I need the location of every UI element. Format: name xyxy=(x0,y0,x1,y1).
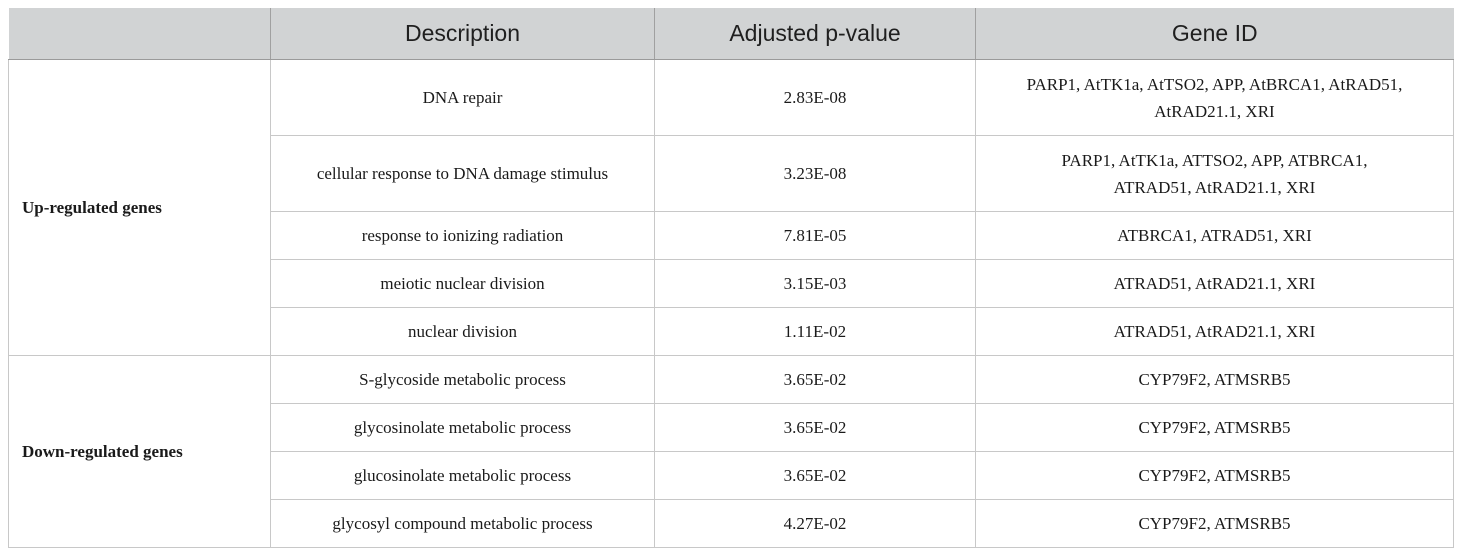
group-label-down-regulated: Down-regulated genes xyxy=(8,355,271,548)
description-cell: S-glycoside metabolic process xyxy=(270,355,655,404)
p-value-cell: 3.65E-02 xyxy=(654,451,976,500)
p-value-cell: 3.23E-08 xyxy=(654,135,976,212)
gene-id-line: PARP1, AtTK1a, AtTSO2, APP, AtBRCA1, AtR… xyxy=(1026,74,1403,94)
gene-id-cell: PARP1, AtTK1a, ATTSO2, APP, ATBRCA1, ATRA… xyxy=(975,135,1454,212)
gene-id-cell: CYP79F2, ATMSRB5 xyxy=(975,499,1454,548)
p-value-cell: 2.83E-08 xyxy=(654,59,976,136)
gene-id-cell: PARP1, AtTK1a, AtTSO2, APP, AtBRCA1, AtR… xyxy=(975,59,1454,136)
header-adjusted-p-value: Adjusted p-value xyxy=(654,8,976,60)
group-label-up-regulated: Up-regulated genes xyxy=(8,59,271,356)
gene-id-cell: CYP79F2, ATMSRB5 xyxy=(975,451,1454,500)
gene-id-line: ATRAD51, AtRAD21.1, XRI xyxy=(1113,177,1316,197)
header-description: Description xyxy=(270,8,655,60)
gene-id-line: PARP1, AtTK1a, ATTSO2, APP, ATBRCA1, xyxy=(1061,150,1368,170)
description-cell: nuclear division xyxy=(270,307,655,356)
table-row: nuclear division 1.11E-02 ATRAD51, AtRAD… xyxy=(9,307,1454,356)
table-row: Down-regulated genes S-glycoside metabol… xyxy=(8,355,1454,548)
go-enrichment-table: Description Adjusted p-value Gene ID Up-… xyxy=(8,8,1454,548)
description-cell: cellular response to DNA damage stimulus xyxy=(270,135,655,212)
header-group xyxy=(8,8,271,60)
gene-id-cell: CYP79F2, ATMSRB5 xyxy=(975,355,1454,404)
gene-id-cell: CYP79F2, ATMSRB5 xyxy=(975,403,1454,452)
header-gene-id: Gene ID xyxy=(975,8,1454,60)
table-row: glucosinolate metabolic process 3.65E-02… xyxy=(9,451,1454,500)
description-cell: response to ionizing radiation xyxy=(270,211,655,260)
description-cell: glycosinolate metabolic process xyxy=(270,403,655,452)
p-value-cell: 3.65E-02 xyxy=(654,403,976,452)
gene-id-cell: ATRAD51, AtRAD21.1, XRI xyxy=(975,307,1454,356)
table-header-row: Description Adjusted p-value Gene ID xyxy=(8,8,1454,60)
description-cell: meiotic nuclear division xyxy=(270,259,655,308)
table-row: response to ionizing radiation 7.81E-05 … xyxy=(9,211,1454,260)
table-row: glycosyl compound metabolic process 4.27… xyxy=(9,499,1454,548)
p-value-cell: 4.27E-02 xyxy=(654,499,976,548)
gene-id-cell: ATRAD51, AtRAD21.1, XRI xyxy=(975,259,1454,308)
description-cell: glycosyl compound metabolic process xyxy=(270,499,655,548)
table-row: Up-regulated genes DNA repair 2.83E-08 P… xyxy=(8,59,1454,356)
p-value-cell: 7.81E-05 xyxy=(654,211,976,260)
description-cell: DNA repair xyxy=(270,59,655,136)
p-value-cell: 3.65E-02 xyxy=(654,355,976,404)
p-value-cell: 3.15E-03 xyxy=(654,259,976,308)
gene-id-cell: ATBRCA1, ATRAD51, XRI xyxy=(975,211,1454,260)
p-value-cell: 1.11E-02 xyxy=(654,307,976,356)
gene-id-line: AtRAD21.1, XRI xyxy=(1154,101,1275,121)
table-row: cellular response to DNA damage stimulus… xyxy=(9,135,1454,212)
description-cell: glucosinolate metabolic process xyxy=(270,451,655,500)
